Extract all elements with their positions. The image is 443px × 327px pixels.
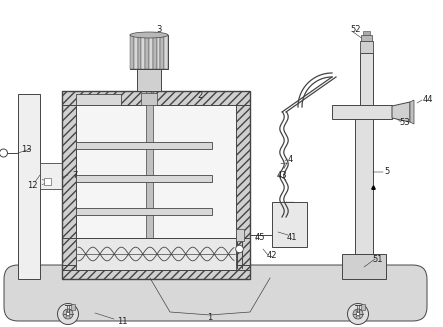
Circle shape <box>0 149 8 157</box>
Bar <box>44 178 51 185</box>
Text: 4: 4 <box>288 154 293 164</box>
Bar <box>164 35 168 69</box>
Bar <box>236 105 250 265</box>
Ellipse shape <box>130 32 168 38</box>
Text: 51: 51 <box>373 254 383 264</box>
Text: 2: 2 <box>198 91 202 99</box>
Bar <box>62 91 250 105</box>
Text: 11: 11 <box>117 317 127 325</box>
FancyBboxPatch shape <box>4 265 427 321</box>
Bar <box>361 304 365 310</box>
Bar <box>40 163 62 189</box>
Bar <box>71 304 75 310</box>
Bar <box>62 238 250 270</box>
Text: 53: 53 <box>400 117 410 127</box>
Text: 52: 52 <box>351 26 361 35</box>
Bar <box>272 202 307 247</box>
Text: 42: 42 <box>267 250 277 260</box>
Bar <box>62 105 76 265</box>
Text: 45: 45 <box>255 232 265 242</box>
Text: 41: 41 <box>287 232 297 242</box>
Text: 12: 12 <box>27 181 37 190</box>
Circle shape <box>58 303 78 324</box>
Text: 7: 7 <box>72 170 78 180</box>
Bar <box>156 35 160 69</box>
Bar <box>141 93 157 105</box>
Polygon shape <box>410 100 414 124</box>
Bar <box>360 41 373 53</box>
Text: 44: 44 <box>423 95 433 104</box>
Bar <box>146 91 153 265</box>
Bar <box>145 35 149 69</box>
Text: 43: 43 <box>277 170 288 180</box>
Bar <box>236 229 244 241</box>
Text: 3: 3 <box>156 26 162 35</box>
Bar <box>76 238 236 270</box>
Bar <box>62 91 250 279</box>
Bar <box>62 265 250 279</box>
Bar <box>76 175 212 182</box>
Bar <box>134 35 138 69</box>
Polygon shape <box>392 102 410 122</box>
Bar <box>355 111 373 254</box>
Bar <box>149 35 153 69</box>
Bar <box>332 105 392 119</box>
Bar <box>76 208 212 215</box>
Bar <box>76 142 212 149</box>
Circle shape <box>236 245 243 253</box>
Bar <box>361 35 372 41</box>
Bar <box>18 94 40 279</box>
Circle shape <box>353 309 363 319</box>
Bar <box>76 94 121 105</box>
Circle shape <box>63 309 73 319</box>
Bar <box>130 35 168 69</box>
Text: 1: 1 <box>207 313 213 321</box>
Circle shape <box>347 303 369 324</box>
Text: 5: 5 <box>385 167 390 177</box>
Bar <box>137 69 161 91</box>
Bar <box>360 53 373 111</box>
Text: 13: 13 <box>21 145 31 153</box>
Bar <box>141 35 145 69</box>
Bar <box>130 35 134 69</box>
Circle shape <box>66 312 70 316</box>
Bar <box>138 35 141 69</box>
Circle shape <box>356 312 360 316</box>
Bar <box>363 31 370 35</box>
Bar <box>76 91 236 265</box>
Bar <box>160 35 164 69</box>
Bar <box>153 35 156 69</box>
Bar <box>342 254 386 279</box>
